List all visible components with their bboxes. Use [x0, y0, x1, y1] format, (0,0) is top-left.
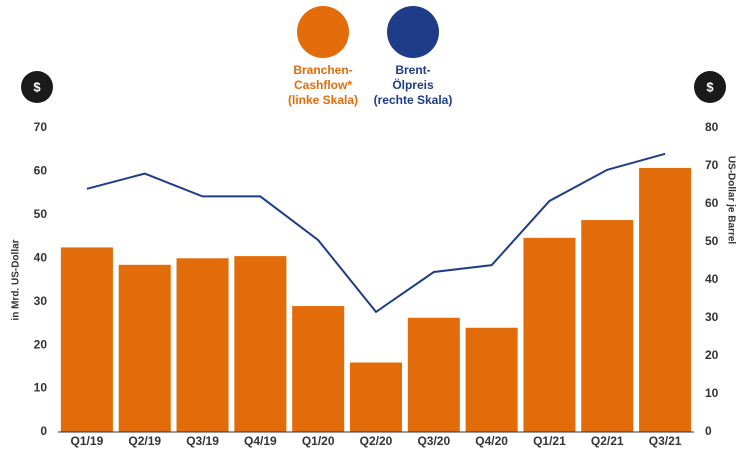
bar	[581, 220, 634, 432]
unit-icon	[694, 71, 726, 103]
line	[86, 152, 666, 314]
unit-icon-label: $	[706, 79, 714, 94]
y2-tick-label: 60	[705, 196, 719, 210]
x-tick-label: Q3/20	[417, 434, 450, 448]
x-tick-label: Q2/20	[360, 434, 393, 448]
y2-tick-label: 80	[705, 120, 719, 134]
x-tick-label: Q1/20	[302, 434, 335, 448]
y2-tick-label: 50	[705, 234, 719, 248]
bar	[60, 247, 113, 432]
legend-label: Brent- Ölpreis (rechte Skala)	[373, 63, 453, 107]
y-tick-label: 20	[34, 337, 48, 351]
legend-label: Branchen- Cashflow* (linke Skala)	[287, 63, 359, 107]
unit-icon-label: $	[33, 79, 41, 94]
x-tick-label: Q3/19	[186, 434, 219, 448]
bar	[407, 317, 460, 432]
bar	[176, 258, 229, 432]
y2-axis-label: US-Dollar je Barrel	[725, 156, 736, 245]
x-tick-label: Q2/19	[128, 434, 161, 448]
x-tick-label: Q3/21	[649, 434, 682, 448]
y2-tick-label: 70	[705, 158, 719, 172]
legend-swatch	[297, 6, 349, 58]
x-tick-label: Q1/21	[533, 434, 566, 448]
bar	[118, 264, 171, 432]
y2-tick-label: 30	[705, 310, 719, 324]
bar	[292, 306, 345, 432]
y-tick-label: 60	[34, 164, 48, 178]
y-axis-label: in Mrd. US-Dollar	[11, 239, 22, 320]
bar	[465, 327, 518, 432]
legend-swatch	[387, 6, 439, 58]
y2-tick-label: 20	[705, 348, 719, 362]
x-tick-label: Q1/19	[71, 434, 104, 448]
y2-tick-label: 0	[705, 424, 712, 438]
bar	[639, 167, 692, 432]
y-tick-label: 0	[40, 424, 47, 438]
bar	[523, 237, 576, 432]
y-tick-label: 10	[34, 381, 48, 395]
bar	[234, 256, 287, 432]
x-tick-label: Q4/19	[244, 434, 277, 448]
y-tick-label: 50	[34, 207, 48, 221]
y-tick-label: 70	[34, 120, 48, 134]
y2-tick-label: 40	[705, 272, 719, 286]
y2-tick-label: 10	[705, 386, 719, 400]
y-tick-label: 30	[34, 294, 48, 308]
bar	[349, 362, 403, 432]
unit-icon	[21, 71, 53, 103]
y-tick-label: 40	[34, 250, 48, 264]
x-tick-label: Q2/21	[591, 434, 624, 448]
x-tick-label: Q4/20	[475, 434, 508, 448]
